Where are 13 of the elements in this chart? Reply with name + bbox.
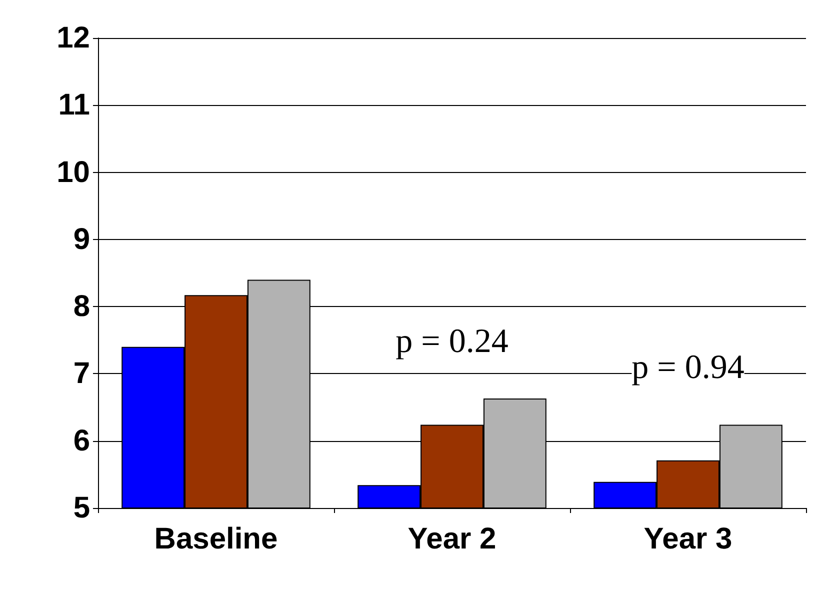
y-tick-label: 5 xyxy=(73,492,90,524)
x-tick-label: Baseline xyxy=(154,522,278,556)
y-tick-label: 12 xyxy=(56,22,90,54)
y-tick-label: 8 xyxy=(73,290,90,324)
y-tick-label: 10 xyxy=(56,156,90,189)
x-tick-label: Year 2 xyxy=(408,522,496,556)
annotation: p = 0.94 xyxy=(632,349,744,386)
y-tick-label: 9 xyxy=(73,222,90,256)
annotation: p = 0.24 xyxy=(396,323,508,360)
y-tick-label: 6 xyxy=(73,424,90,458)
x-tick-label: Year 3 xyxy=(644,522,732,556)
y-tick-label: 7 xyxy=(73,357,90,390)
y-tick-label: 11 xyxy=(58,88,90,122)
